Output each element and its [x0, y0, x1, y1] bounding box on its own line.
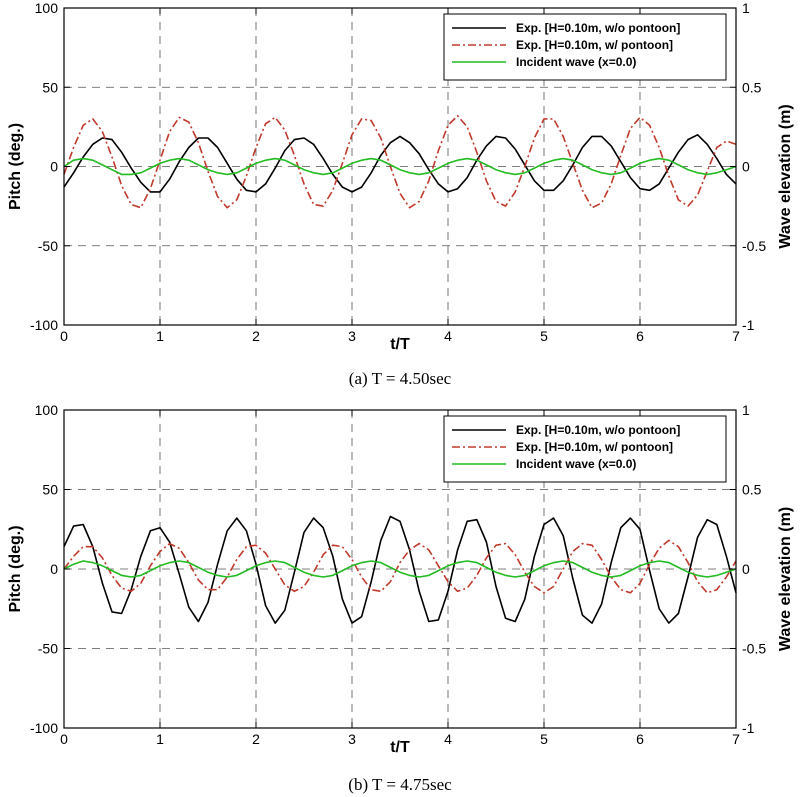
figure-caption: (b) T = 4.75sec	[348, 775, 452, 794]
x-tick-label: 3	[348, 328, 356, 344]
y-axis-title: Pitch (deg.)	[7, 525, 24, 612]
grid	[64, 410, 736, 728]
y-tick-label: -50	[38, 238, 58, 254]
y-right-tick-label: -1	[742, 317, 755, 333]
y-tick-label: -100	[30, 317, 58, 333]
legend-label-0: Exp. [H=0.10m, w/o pontoon]	[516, 21, 680, 35]
pitch-chart-b: 0 1 2 3 4 5 6 7 -100 -50 0 50 100 -1 -0.5 0 0.5 1 t/T Pitch…	[7, 402, 794, 794]
series-line-2	[63, 157, 737, 176]
legend: Exp. [H=0.10m, w/o pontoon] Exp. [H=0.10m…	[443, 415, 727, 483]
legend-label-2: Incident wave (x=0.0)	[516, 55, 636, 69]
legend: Exp. [H=0.10m, w/o pontoon] Exp. [H=0.10m…	[443, 13, 727, 81]
figure-caption: (a) T = 4.50sec	[349, 369, 452, 388]
chart-panel-b: 0 1 2 3 4 5 6 7 -100 -50 0 50 100 -1 -0.5 0 0.5 1 t/T Pitch…	[0, 400, 800, 797]
y-right-tick-label: 1	[742, 0, 750, 16]
x-tick-label: 3	[348, 731, 356, 747]
series-line-1	[63, 539, 737, 594]
x-tick-label: 1	[156, 328, 164, 344]
y-tick-label: 50	[42, 79, 58, 95]
x-tick-label: 7	[732, 731, 740, 747]
y-right-tick-label: 0.5	[742, 482, 762, 498]
y-tick-label: 100	[35, 0, 59, 16]
x-tick-label: 2	[252, 731, 260, 747]
x-tick-label: 1	[156, 731, 164, 747]
x-tick-label: 0	[60, 328, 68, 344]
x-tick-label: 6	[636, 328, 644, 344]
y-right-tick-label: -0.5	[742, 238, 766, 254]
x-tick-label: 2	[252, 328, 260, 344]
legend-label-1: Exp. [H=0.10m, w/ pontoon]	[516, 38, 673, 52]
y-axis-title: Pitch (deg.)	[7, 123, 24, 210]
series-line-2	[63, 560, 737, 578]
y-right-axis-title: Wave elevation (m)	[777, 104, 794, 248]
y-right-tick-label: 0	[742, 561, 750, 577]
y-right-axis-title: Wave elevation (m)	[777, 507, 794, 651]
x-tick-label: 5	[540, 731, 548, 747]
y-right-tick-label: 1	[742, 402, 750, 418]
chart-panel-a: 0 1 2 3 4 5 6 7 -100 -50 0 50 100 -1 -0.5 0 0.5 1 t/T Pitch…	[7, 0, 794, 388]
x-tick-label: 0	[60, 731, 68, 747]
x-tick-label: 7	[732, 328, 740, 344]
series-line-0	[63, 134, 737, 193]
y-right-tick-label: 0.5	[742, 79, 762, 95]
y-tick-label: 50	[42, 482, 58, 498]
series-line-1	[63, 115, 737, 209]
y-right-tick-label: -1	[742, 720, 755, 736]
y-tick-label: -50	[38, 641, 58, 657]
x-tick-label: 5	[540, 328, 548, 344]
x-tick-label: 4	[444, 731, 452, 747]
y-tick-label: -100	[30, 720, 58, 736]
legend-label-0: Exp. [H=0.10m, w/o pontoon]	[516, 423, 680, 437]
legend-label-2: Incident wave (x=0.0)	[516, 457, 636, 471]
y-right-tick-label: 0	[742, 159, 750, 175]
pitch-chart-a: 0 1 2 3 4 5 6 7 -100 -50 0 50 100 -1 -0.5 0 0.5 1 t/T Pitch…	[7, 0, 794, 388]
legend-box	[443, 13, 727, 81]
y-tick-label: 100	[35, 402, 59, 418]
x-tick-label: 4	[444, 328, 452, 344]
y-tick-label: 0	[50, 159, 58, 175]
y-tick-label: 0	[50, 561, 58, 577]
legend-box	[443, 415, 727, 483]
x-axis-title: t/T	[390, 739, 410, 756]
x-axis-title: t/T	[390, 336, 410, 353]
legend-label-1: Exp. [H=0.10m, w/ pontoon]	[516, 440, 673, 454]
series-line-0	[63, 515, 737, 624]
x-tick-label: 6	[636, 731, 644, 747]
y-right-tick-label: -0.5	[742, 641, 766, 657]
